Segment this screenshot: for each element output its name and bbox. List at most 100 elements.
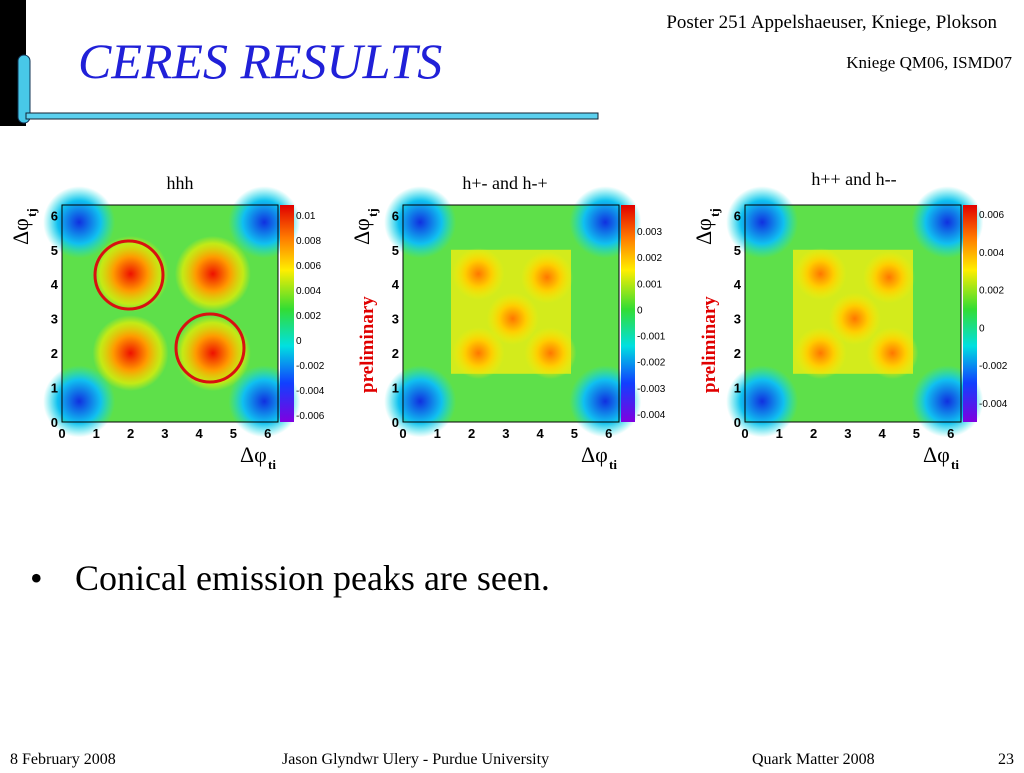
heatmap-region — [384, 186, 457, 259]
y-tick-label: 6 — [392, 208, 399, 223]
reference: Kniege QM06, ISMD07 — [846, 53, 1012, 72]
x-axis-sub: ti — [951, 457, 959, 472]
y-axis-label: Δφ — [349, 218, 374, 245]
x-tick-label: 2 — [127, 426, 134, 441]
colorbar-label: -0.004 — [637, 410, 666, 421]
heatmap-region — [384, 365, 457, 438]
x-tick-label: 0 — [58, 426, 65, 441]
y-tick-label: 2 — [51, 346, 58, 361]
y-tick-label: 1 — [392, 381, 399, 396]
x-tick-label: 0 — [741, 426, 748, 441]
y-axis-sub: tj — [24, 208, 39, 217]
heatmap-region — [486, 292, 539, 345]
slide-title: CERES RESULTS — [78, 33, 442, 89]
x-axis-label: Δφ — [240, 442, 267, 467]
colorbar-label: 0 — [979, 323, 985, 334]
heatmap-region — [92, 235, 169, 312]
heatmap-region — [524, 327, 577, 380]
heatmap — [384, 186, 642, 438]
colorbar-label: 0.002 — [296, 311, 321, 322]
footer-date: 8 February 2008 — [10, 751, 116, 768]
colorbar-label: -0.002 — [979, 361, 1008, 372]
footer-conference: Quark Matter 2008 — [752, 751, 875, 768]
highlight-circle — [174, 312, 246, 384]
plot-frame — [744, 204, 962, 423]
footer-page: 23 — [998, 751, 1014, 768]
y-tick-label: 1 — [51, 381, 58, 396]
x-tick-label: 6 — [264, 426, 271, 441]
stamp: preliminary — [699, 296, 720, 393]
heatmap-region — [866, 327, 919, 380]
y-axis-sub: tj — [707, 208, 722, 217]
x-tick-label: 5 — [571, 426, 578, 441]
reference: Poster 251 Appelshaeuser, Kniege, Plokso… — [666, 12, 997, 33]
colorbar-label: 0.01 — [296, 211, 316, 222]
colorbar-label: 0 — [296, 336, 302, 347]
x-tick-label: 1 — [434, 426, 441, 441]
x-axis-sub: ti — [268, 457, 276, 472]
bullet-dot: • — [30, 558, 43, 598]
colorbar-label: 0.002 — [979, 286, 1004, 297]
x-tick-label: 0 — [399, 426, 406, 441]
heatmap-region — [174, 235, 251, 312]
y-tick-label: 6 — [51, 208, 58, 223]
panel-title: hhh — [167, 173, 194, 193]
y-axis-label: Δφ — [691, 218, 716, 245]
heatmap-region — [43, 365, 116, 438]
x-tick-label: 3 — [161, 426, 168, 441]
y-tick-label: 3 — [51, 312, 58, 327]
y-tick-label: 2 — [392, 346, 399, 361]
plot-frame — [402, 204, 620, 423]
y-tick-label: 2 — [734, 346, 741, 361]
colorbar-label: -0.006 — [296, 411, 325, 422]
heatmap — [43, 186, 301, 438]
x-tick-label: 4 — [879, 426, 887, 441]
colorbar — [280, 205, 294, 422]
x-tick-label: 5 — [230, 426, 237, 441]
panel-title: h++ and h-- — [811, 169, 896, 189]
colorbar-label: 0 — [637, 305, 643, 316]
colorbar-label: 0.003 — [637, 227, 662, 238]
heatmap — [726, 186, 984, 438]
colorbar-label: 0.008 — [296, 236, 321, 247]
highlight-circle — [93, 239, 165, 311]
x-tick-label: 6 — [947, 426, 954, 441]
heatmap-region — [452, 327, 505, 380]
stamp-group: preliminary — [357, 296, 378, 393]
colorbar-label: 0.001 — [637, 279, 662, 290]
colorbar-label: -0.002 — [637, 358, 666, 369]
y-tick-label: 3 — [392, 312, 399, 327]
y-tick-label: 4 — [734, 277, 742, 292]
colorbar-label: 0.002 — [637, 253, 662, 264]
title-rule — [25, 112, 599, 120]
colorbar-label: 0.006 — [979, 210, 1004, 221]
bullet-text: Conical emission peaks are seen. — [75, 558, 550, 598]
y-axis-label: Δφ — [8, 218, 33, 245]
heatmap-region — [521, 251, 573, 304]
heatmap-region — [174, 315, 251, 392]
colorbar-label: -0.003 — [637, 384, 666, 395]
x-tick-label: 1 — [776, 426, 783, 441]
colorbar-label: -0.001 — [637, 332, 666, 343]
colorbar-label: 0.004 — [296, 286, 321, 297]
panel-title: h+- and h-+ — [462, 173, 547, 193]
y-tick-label: 6 — [734, 208, 741, 223]
heatmap-region — [452, 247, 505, 300]
y-tick-label: 3 — [734, 312, 741, 327]
x-tick-label: 1 — [93, 426, 100, 441]
heatmap-region — [92, 315, 169, 392]
x-axis-label: Δφ — [581, 442, 608, 467]
heatmap-region — [726, 186, 799, 259]
heatmap-region — [794, 247, 847, 300]
x-axis-label: Δφ — [923, 442, 950, 467]
colorbar — [621, 205, 635, 422]
colorbar-label: -0.004 — [979, 399, 1008, 410]
side-accent — [17, 54, 31, 124]
heatmap-region — [828, 292, 881, 345]
colorbar-label: 0.004 — [979, 248, 1004, 259]
y-tick-label: 0 — [734, 415, 741, 430]
x-tick-label: 5 — [913, 426, 920, 441]
